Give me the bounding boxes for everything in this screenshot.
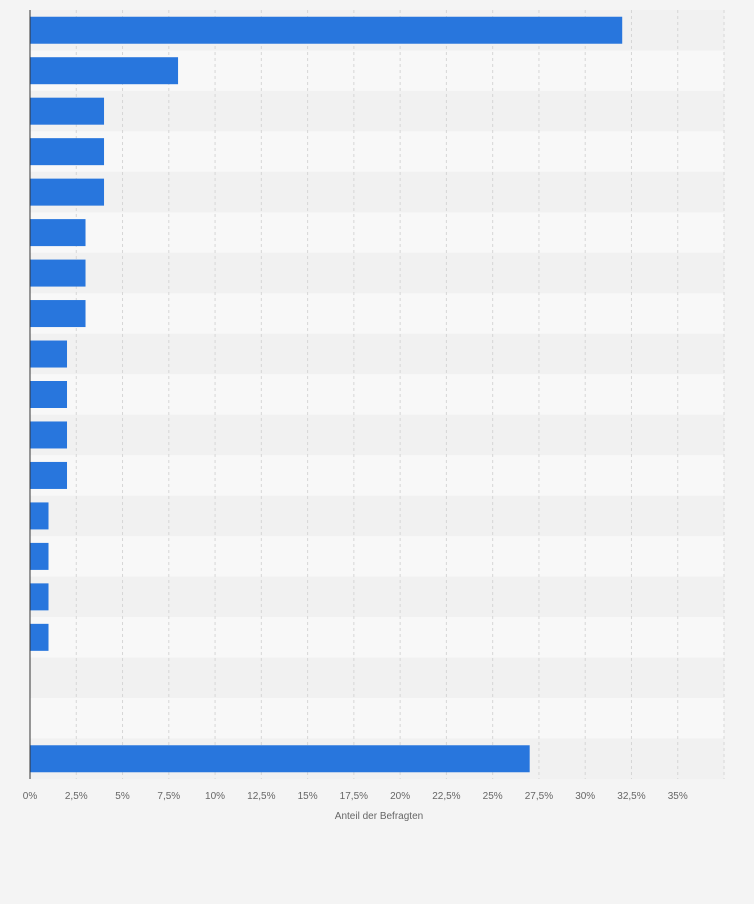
row-bands	[30, 10, 724, 779]
row-band	[30, 536, 724, 577]
row-band	[30, 698, 724, 739]
bar[interactable]	[30, 138, 105, 166]
x-tick-label: 32,5%	[617, 791, 645, 802]
row-band	[30, 657, 724, 699]
x-tick-label: 17,5%	[340, 791, 368, 802]
row-band	[30, 90, 724, 132]
bar[interactable]	[30, 381, 68, 408]
x-tick-label: 10%	[205, 791, 225, 802]
bar[interactable]	[30, 421, 68, 449]
row-band	[30, 333, 724, 375]
x-tick-label: 25%	[483, 791, 503, 802]
row-band	[30, 576, 724, 618]
x-tick-label: 35%	[668, 791, 688, 802]
x-tick-label: 30%	[575, 791, 595, 802]
row-band	[30, 455, 724, 496]
x-tick-label: 12,5%	[247, 791, 275, 802]
bar[interactable]	[30, 340, 68, 368]
x-tick-label: 15%	[298, 791, 318, 802]
row-band	[30, 414, 724, 456]
x-tick-label: 2,5%	[65, 791, 88, 802]
row-band	[30, 374, 724, 415]
bar[interactable]	[30, 300, 86, 328]
row-band	[30, 252, 724, 294]
row-band	[30, 131, 724, 172]
x-axis-ticks: 0% 2,5% 5% 7,5% 10% 12,5% 15% 17,5% 20% 22,5% 25% 2…	[23, 791, 688, 802]
x-tick-label: 5%	[115, 791, 130, 802]
row-band	[30, 212, 724, 253]
bars	[30, 16, 623, 773]
x-tick-label: 7,5%	[157, 791, 180, 802]
bar[interactable]	[30, 745, 530, 773]
bar[interactable]	[30, 502, 49, 530]
row-band	[30, 617, 724, 658]
bar[interactable]	[30, 259, 86, 287]
x-tick-label: 20%	[390, 791, 410, 802]
bar[interactable]	[30, 623, 49, 651]
bar[interactable]	[30, 219, 86, 247]
x-axis-label: Anteil der Befragten	[335, 811, 423, 822]
x-tick-label: 27,5%	[525, 791, 553, 802]
bar[interactable]	[30, 16, 623, 44]
bar[interactable]	[30, 97, 105, 125]
bar[interactable]	[30, 178, 105, 206]
x-tick-label: 0%	[23, 791, 38, 802]
bar[interactable]	[30, 583, 49, 611]
row-band	[30, 293, 724, 334]
bar[interactable]	[30, 542, 49, 570]
row-band	[30, 495, 724, 537]
gridlines	[75, 10, 725, 779]
bar[interactable]	[30, 461, 68, 489]
x-tick-label: 22,5%	[432, 791, 460, 802]
bar[interactable]	[30, 57, 179, 85]
row-band	[30, 171, 724, 213]
